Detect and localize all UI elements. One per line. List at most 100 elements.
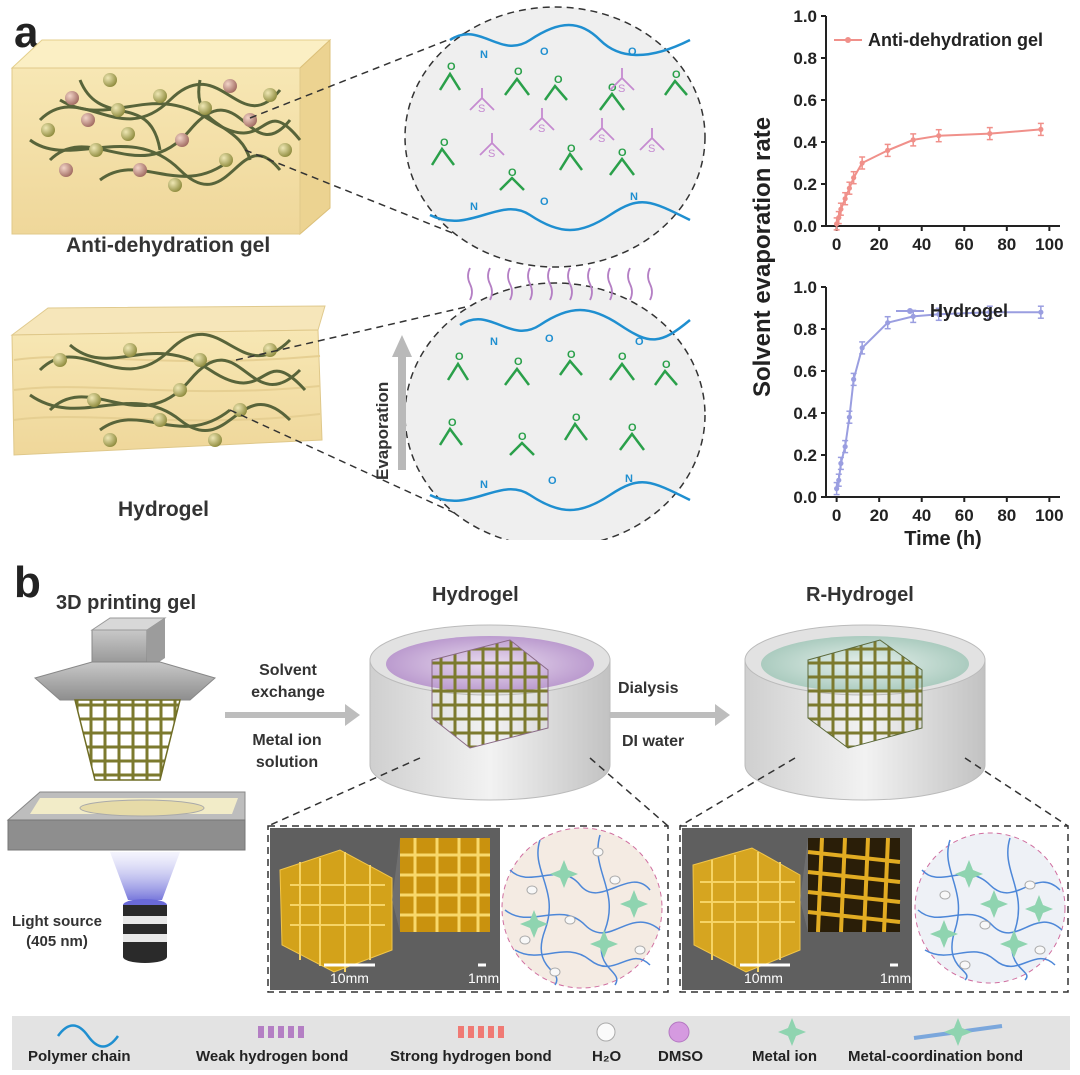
x-tick-label: 0 xyxy=(832,235,841,254)
hydrogel-network xyxy=(504,834,661,986)
arrow-dialysis xyxy=(597,704,730,726)
svg-text:O: O xyxy=(545,333,554,345)
legend-strong-hbond: Strong hydrogen bond xyxy=(390,1048,552,1065)
x-axis-label: Time (h) xyxy=(904,528,981,550)
data-point xyxy=(910,137,916,143)
r-hydrogel-dish xyxy=(744,624,986,801)
dish2-title: R-Hydrogel xyxy=(806,584,914,606)
data-point xyxy=(834,486,840,492)
evaporation-charts: 0.0 0.2 0.4 0.6 0.8 1.0 0 20 40 60 80 100 Anti-dehyd… xyxy=(749,7,1064,550)
panel-letter-b: b xyxy=(14,558,41,607)
scale-10mm-2: 10mm xyxy=(744,970,783,986)
svg-text:O: O xyxy=(447,61,456,73)
svg-text:O: O xyxy=(514,356,523,368)
x-tick-label: 100 xyxy=(1035,506,1063,525)
svg-text:O: O xyxy=(514,66,523,78)
step1-top-label: Solvent exchange xyxy=(251,662,325,701)
svg-text:O: O xyxy=(618,351,627,363)
data-point xyxy=(859,160,865,166)
data-point xyxy=(987,131,993,137)
svg-text:S: S xyxy=(478,103,485,115)
svg-text:N: N xyxy=(470,201,478,213)
light-source xyxy=(123,899,167,963)
data-point xyxy=(846,185,852,191)
svg-text:O: O xyxy=(455,351,464,363)
y-tick-label: 0.4 xyxy=(793,404,817,423)
legend-marker xyxy=(845,37,851,43)
svg-text:N: N xyxy=(480,479,488,491)
svg-text:O: O xyxy=(448,417,457,429)
evaporation-label: Evaporation xyxy=(373,382,392,480)
legend-dmso: DMSO xyxy=(658,1048,703,1065)
hydrogel-metal-ions xyxy=(520,860,648,958)
scale-1mm-1: 1mm xyxy=(468,970,500,986)
printer-head xyxy=(33,617,217,701)
svg-text:N: N xyxy=(630,191,638,203)
y-tick-label: 0.2 xyxy=(793,175,817,194)
svg-text:S: S xyxy=(618,83,625,95)
svg-text:N: N xyxy=(480,49,488,61)
series-line xyxy=(835,128,1041,225)
data-point xyxy=(910,313,916,319)
y-tick-label: 1.0 xyxy=(793,278,817,297)
dmso-symbol xyxy=(668,1021,690,1043)
resin-tray xyxy=(6,791,246,851)
x-tick-label: 80 xyxy=(997,235,1016,254)
svg-text:N: N xyxy=(490,336,498,348)
data-point xyxy=(859,345,865,351)
y-axis-label: Solvent evaporation rate xyxy=(749,117,776,397)
legend-weak-hbond: Weak hydrogen bond xyxy=(196,1048,349,1065)
y-tick-label: 0.4 xyxy=(793,133,817,152)
hydrogel-dish xyxy=(369,624,611,801)
legend-metal-ion: Metal ion xyxy=(752,1048,818,1065)
x-tick-label: 40 xyxy=(912,235,931,254)
dish1-title: Hydrogel xyxy=(432,584,519,606)
y-tick-label: 0.6 xyxy=(793,91,817,110)
r-hydrogel-metal-ions xyxy=(930,860,1053,958)
series-line xyxy=(835,311,1041,489)
svg-text:O: O xyxy=(548,475,557,487)
data-point xyxy=(936,133,942,139)
legend-polymer-chain: Polymer chain xyxy=(28,1048,131,1065)
data-point xyxy=(838,460,844,466)
data-point xyxy=(1038,309,1044,315)
y-tick-label: 0.8 xyxy=(793,320,817,339)
svg-text:O: O xyxy=(554,74,563,86)
y-tick-label: 0.2 xyxy=(793,446,817,465)
step2-top-label: Dialysis xyxy=(618,680,679,697)
svg-text:O: O xyxy=(628,422,637,434)
metal-coord-symbol xyxy=(913,1018,1003,1046)
y-tick-label: 0.8 xyxy=(793,49,817,68)
data-point xyxy=(885,147,891,153)
svg-text:O: O xyxy=(662,359,671,371)
svg-text:O: O xyxy=(572,412,581,424)
svg-text:O: O xyxy=(508,167,517,179)
svg-text:O: O xyxy=(635,336,644,348)
metal-ion-symbol xyxy=(778,1018,806,1046)
legend-metal-coord: Metal-coordination bond xyxy=(848,1048,1023,1065)
hydrogel-water xyxy=(519,847,646,977)
svg-text:S: S xyxy=(648,143,655,155)
y-tick-label: 0.6 xyxy=(793,362,817,381)
data-point xyxy=(1038,126,1044,132)
data-point xyxy=(885,320,891,326)
r-hydrogel-network xyxy=(917,837,1063,981)
step2-bottom-label: DI water xyxy=(622,733,685,750)
legend-marker xyxy=(907,308,913,314)
hydrogel-block xyxy=(10,305,326,456)
polymer-chain-symbol xyxy=(56,1024,120,1048)
svg-text:S: S xyxy=(488,148,495,160)
hydrogel-inset xyxy=(267,825,669,993)
legend-symbols xyxy=(56,1018,1003,1048)
y-tick-label: 1.0 xyxy=(793,7,817,26)
x-tick-label: 100 xyxy=(1035,235,1063,254)
x-tick-label: 20 xyxy=(870,235,889,254)
data-point xyxy=(842,444,848,450)
panel-b-illustration xyxy=(6,617,1069,993)
svg-text:O: O xyxy=(540,196,549,208)
strong-hbond-symbol xyxy=(458,1026,504,1038)
step1-bottom-label: Metal ion solution xyxy=(252,732,322,771)
arrow-solvent-exchange xyxy=(225,704,360,726)
